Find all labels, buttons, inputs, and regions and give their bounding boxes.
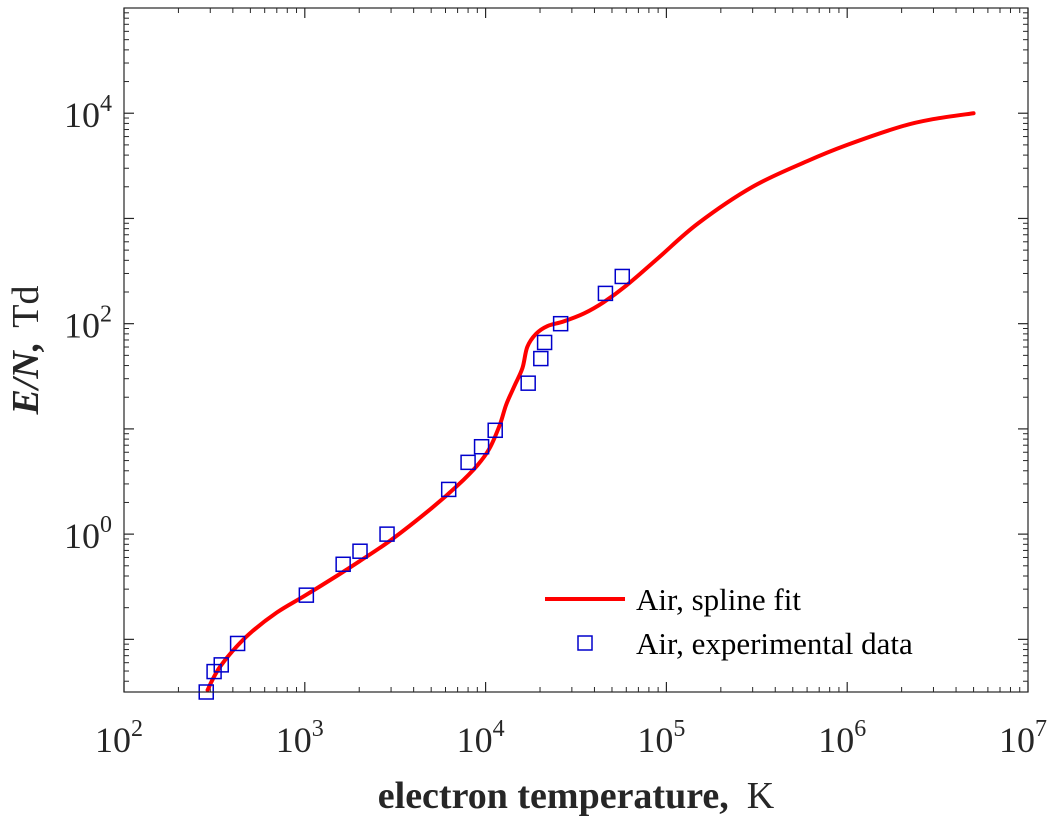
experimental-data-point — [536, 334, 553, 351]
legend-label-spline: Air, spline fit — [636, 582, 801, 617]
y-tick-label: 102 — [64, 302, 112, 346]
experimental-data-point — [533, 350, 549, 367]
x-axis-title: electron temperature, K — [378, 775, 775, 817]
legend-label-experimental: Air, experimental data — [636, 626, 913, 661]
experimental-data-point — [379, 526, 395, 542]
y-tick-label: 104 — [64, 91, 112, 135]
plot-frame — [123, 7, 1029, 693]
experimental-data-point — [335, 556, 351, 573]
plot-area — [124, 8, 1028, 692]
y-axis-title-main: E/N, — [5, 342, 47, 416]
experimental-data-point — [229, 635, 246, 652]
x-tick-label: 106 — [818, 716, 866, 760]
experimental-data-point — [520, 375, 536, 391]
experimental-data-point — [552, 315, 569, 332]
minor-ticks — [124, 8, 1028, 692]
x-tick-label: 103 — [276, 716, 324, 760]
legend-marker-swatch — [577, 635, 593, 651]
y-axis-title: E/N, Td — [5, 285, 47, 415]
y-tick-label: 100 — [64, 512, 112, 556]
y-axis-title-unit: Td — [5, 285, 47, 327]
x-tick-label: 104 — [457, 716, 505, 760]
experimental-data-point — [213, 657, 229, 673]
experimental-data-point — [473, 438, 490, 455]
experimental-data-point — [487, 422, 503, 439]
experimental-data-point — [614, 268, 631, 285]
y-tick-labels: 100 102 104 — [64, 91, 112, 556]
legend: Air, spline fit Air, experimental data — [545, 582, 913, 661]
experimental-data-point — [440, 481, 457, 498]
spline-fit-line — [205, 111, 976, 693]
experimental-data-point — [597, 285, 614, 302]
x-axis-title-main: electron temperature, — [378, 775, 729, 817]
experimental-data-point — [298, 587, 315, 603]
experimental-data-point — [460, 454, 476, 471]
x-axis-title-unit: K — [747, 775, 775, 817]
x-tick-labels: 102 103 104 105 106 107 — [95, 716, 1047, 760]
experimental-data-point — [352, 543, 368, 559]
x-tick-label: 105 — [637, 716, 685, 760]
x-tick-label: 102 — [95, 716, 143, 760]
x-tick-label: 107 — [999, 716, 1047, 760]
